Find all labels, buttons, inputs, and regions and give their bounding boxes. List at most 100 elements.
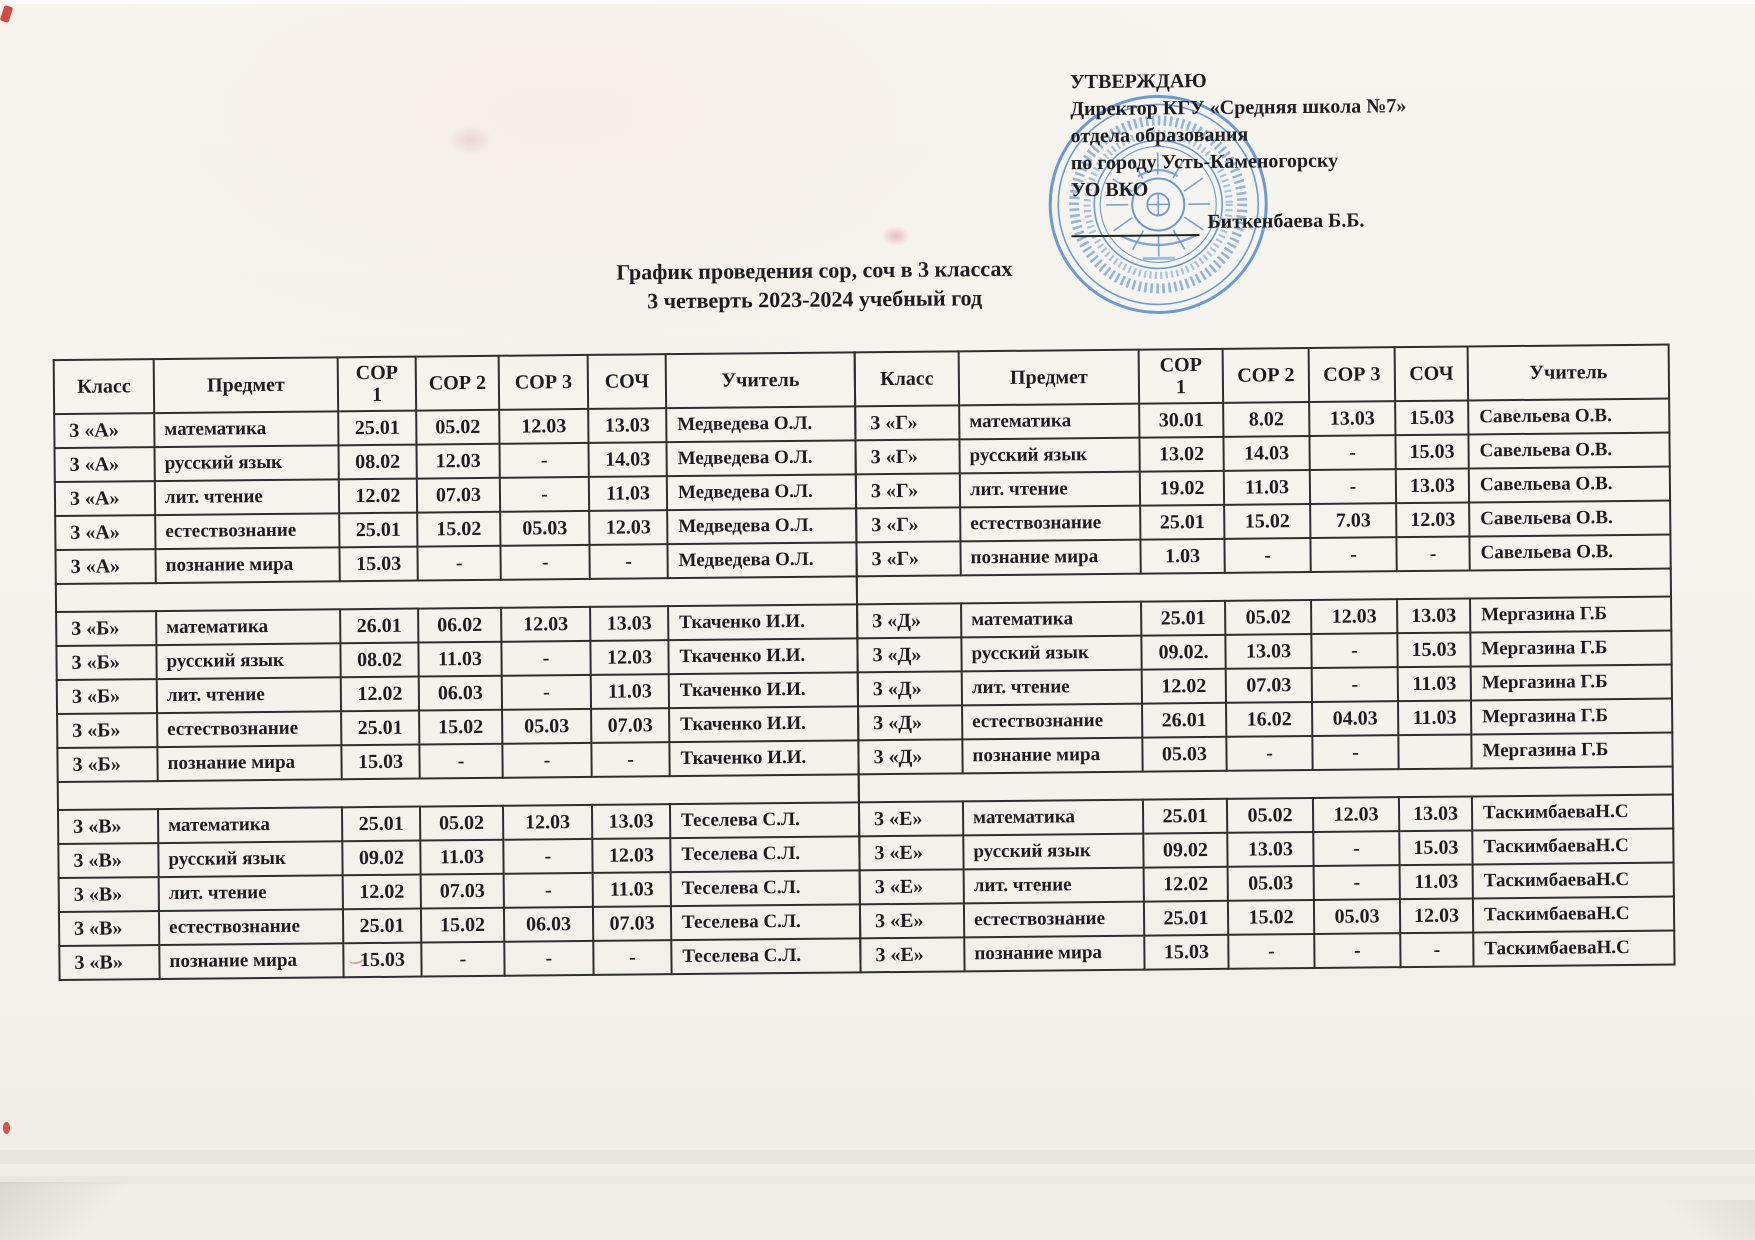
subject-cell: естествознание [158,909,344,946]
sor1-cell: 12.02 [1141,668,1227,704]
sor2-cell: 07.03 [1225,667,1313,703]
sor1-cell: 09.02 [1143,832,1228,868]
sor3-cell: 12.03 [499,408,589,444]
soch-cell [1398,734,1472,770]
subject-cell: познание мира [159,943,344,980]
sor3-cell: 05.03 [500,510,590,546]
soch-cell: - [593,940,672,975]
sor3-cell: 12.03 [501,606,591,642]
class-cell: 3 «Д» [857,671,963,707]
subject-cell: познание мира [964,935,1145,972]
soch-cell: 13.03 [591,804,671,839]
sor2-cell: 15.02 [420,907,505,943]
soch-cell: 11.03 [1399,864,1473,900]
sor2-cell: 05.02 [416,409,500,445]
sor1-cell: 25.01 [1142,798,1228,834]
soch-cell: 07.03 [592,906,672,941]
sor2-cell: 11.03 [1223,470,1311,505]
table-header: Класс Предмет СОР 1 СОР 2 СОР 3 СОЧ Учит… [53,352,856,415]
signature-row: Биткенбаева Б.Б. [1071,207,1407,238]
soch-cell: 15.03 [1395,434,1469,470]
sor3-cell: 12.03 [1311,599,1398,634]
teacher-cell: Савельева О.В. [1468,466,1671,503]
subject-cell: лит. чтение [963,867,1144,904]
header-class: Класс [53,359,155,415]
soch-cell: 11.03 [590,674,670,709]
header-teacher: Учитель [1467,344,1670,401]
sor3-cell: - [1313,865,1400,900]
subject-cell: математика [157,807,343,844]
subject-cell: познание мира [960,539,1141,576]
approval-block: УТВЕРЖДАЮ Директор КГУ «Средняя школа №7… [1069,66,1408,238]
sor3-cell: 06.03 [503,906,594,942]
soch-cell: 13.03 [1395,468,1470,504]
schedule-row: 3 «Е» познание мира 15.03- - - ТаскимбаеваН.С [860,930,1675,973]
sor2-cell: - [1228,933,1315,969]
sor3-cell: - [1311,633,1398,668]
teacher-cell: Медведева О.Л. [667,508,857,545]
sor3-cell: - [501,674,592,710]
teacher-cell: Ткаченко И.И. [668,672,859,709]
header-sor1-label: СОР 1 [1159,353,1202,398]
sor3-cell: 05.03 [502,708,592,744]
subject-cell: математика [959,403,1140,440]
sor1-cell: 15.03 [341,744,420,780]
subject-cell: естествознание [962,703,1143,740]
subject-cell: русский язык [959,437,1140,474]
subject-cell: лит. чтение [961,669,1143,706]
sor1-cell: 25.01 [342,908,422,944]
sor2-cell: 07.03 [420,873,504,909]
teacher-cell: Мергазина Г.Б [1470,630,1672,667]
teacher-cell: Мергазина Г.Б [1471,732,1673,769]
sor1-cell: 05.03 [1142,736,1227,772]
subject-cell: познание мира [962,737,1143,774]
sor2-cell: 13.03 [1227,831,1314,867]
subject-cell: русский язык [961,635,1142,672]
class-cell: 3 «Е» [859,903,965,939]
class-cell: 3 «Д» [858,739,963,775]
soch-cell: 13.03 [590,606,669,641]
soch-cell: 11.03 [1397,700,1472,736]
sor2-cell: 15.02 [419,709,503,745]
header-sor2: СОР 2 [415,355,500,411]
sor2-cell: - [419,743,503,779]
subject-cell: лит. чтение [959,471,1141,508]
sor3-cell: 05.03 [1313,899,1401,934]
class-cell: 3 «Б» [57,713,158,749]
sor3-cell: - [503,872,593,908]
schedule-table-left: Класс Предмет СОР 1 СОР 2 СОР 3 СОЧ Учит… [53,351,862,981]
subject-cell: русский язык [963,833,1144,870]
class-cell: 3 «А» [54,481,156,517]
soch-cell: 11.03 [1397,666,1471,702]
sor1-cell: 26.01 [1142,702,1227,738]
sor1-cell: 15.03 [343,942,422,978]
sor2-cell: 12.03 [416,443,500,479]
sor2-cell: 07.03 [416,477,501,513]
sor3-cell: - [1314,933,1401,968]
class-cell: 3 «Б» [57,747,158,783]
sor1-cell: 13.02 [1139,436,1224,472]
header-sor1-label: СОР 1 [355,361,399,406]
approval-line-1: УТВЕРЖДАЮ [1069,69,1207,94]
class-cell: 3 «Е» [858,801,964,837]
document-title: График проведения сор, соч в 3 классах 3… [52,249,1532,321]
subject-cell: русский язык [158,841,343,878]
sor1-cell: 08.02 [338,444,417,480]
sor1-cell: 30.01 [1139,402,1224,438]
subject-cell: математика [962,799,1144,836]
soch-cell: 13.03 [588,408,667,443]
sor1-cell: 19.02 [1139,470,1225,506]
sor3-cell: - [504,940,594,976]
subject-cell: естествознание [155,513,340,550]
class-cell: 3 «Г» [856,541,961,577]
teacher-cell: Медведева О.Л. [666,406,856,443]
soch-cell: 07.03 [591,708,670,743]
soch-cell: 12.03 [590,640,669,675]
table-header: Класс Предмет СОР 1 СОР 2 СОР 3 СОЧ Учит… [854,344,1670,407]
sor1-cell: 25.01 [341,710,420,746]
sor2-cell: 15.02 [1224,504,1311,539]
subject-cell: русский язык [154,445,339,482]
teacher-cell: Ткаченко И.И. [669,706,859,743]
soch-cell: 15.03 [1399,830,1473,866]
